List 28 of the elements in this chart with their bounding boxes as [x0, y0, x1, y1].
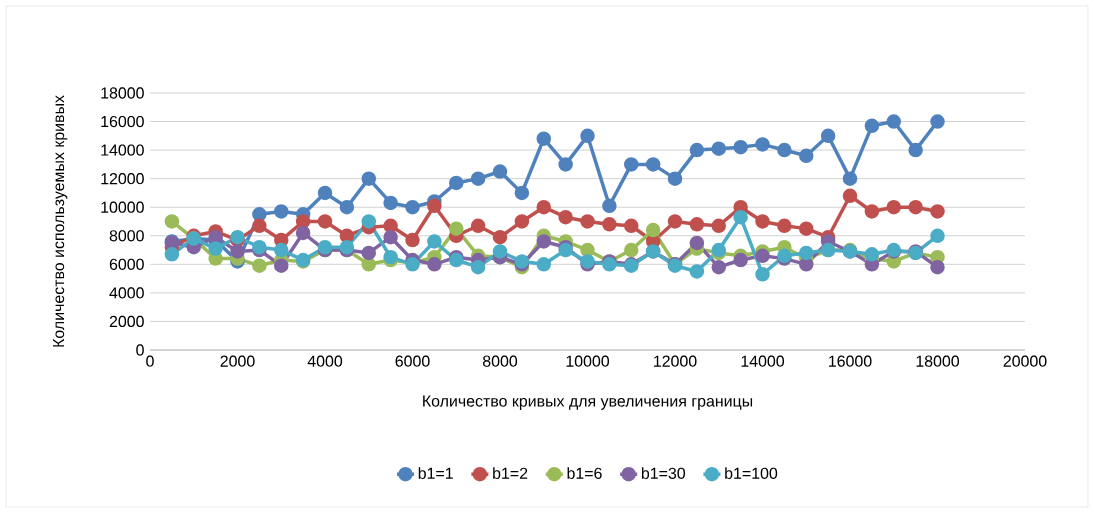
x-tick-label: 4000 — [307, 355, 343, 367]
x-tick-label: 16000 — [829, 355, 872, 367]
y-tick-label: 8000 — [109, 230, 144, 242]
y-tick-label: 18000 — [101, 87, 144, 99]
y-axis-title: Количество используемых кривых — [53, 95, 68, 347]
x-tick-label: 10000 — [566, 355, 610, 367]
legend-label: b1=30 — [641, 467, 686, 479]
x-tick-label: 14000 — [741, 355, 785, 367]
y-tick-label: 14000 — [101, 144, 144, 156]
y-tick-label: 0 — [136, 344, 144, 356]
y-tick-label: 12000 — [101, 173, 144, 185]
x-tick-label: 20000 — [1003, 355, 1047, 367]
y-tick-label: 2000 — [109, 315, 144, 328]
x-axis-title: Количество кривых для увеличения границы — [423, 395, 753, 410]
x-tick-label: 0 — [146, 355, 154, 367]
legend-label: b1=2 — [493, 467, 528, 479]
legend-label: b1=1 — [418, 467, 453, 479]
x-tick-label: 8000 — [482, 355, 518, 367]
y-tick-label: 10000 — [101, 201, 144, 213]
y-tick-label: 4000 — [109, 287, 144, 299]
x-tick-label: 6000 — [395, 355, 430, 367]
legend-label: b1=100 — [725, 467, 778, 479]
x-tick-label: 12000 — [654, 355, 697, 367]
y-tick-label: 6000 — [109, 258, 144, 270]
x-tick-label: 18000 — [916, 355, 960, 367]
legend-label: b1=6 — [567, 467, 602, 479]
y-tick-label: 16000 — [101, 115, 144, 128]
x-tick-label: 2000 — [220, 355, 255, 367]
